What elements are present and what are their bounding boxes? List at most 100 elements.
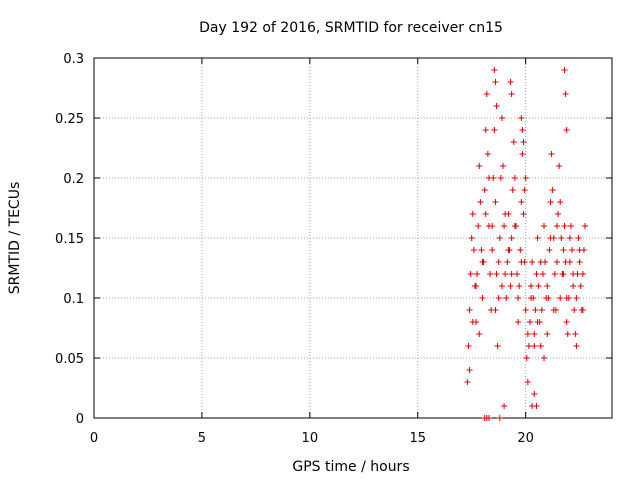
data-point <box>520 139 527 145</box>
data-point <box>535 283 542 289</box>
data-point <box>551 271 558 277</box>
data-point <box>533 403 540 409</box>
data-point <box>485 175 492 181</box>
data-point <box>528 283 535 289</box>
data-point <box>511 175 518 181</box>
data-point <box>528 295 535 301</box>
data-point <box>507 283 514 289</box>
data-point <box>496 235 503 241</box>
data-point <box>574 271 581 277</box>
data-point <box>579 307 586 313</box>
data-point <box>563 319 570 325</box>
data-point <box>566 235 573 241</box>
data-point <box>479 259 486 265</box>
x-axis-title: GPS time / hours <box>292 459 409 475</box>
data-point <box>560 271 567 277</box>
data-point <box>561 67 568 73</box>
data-point <box>475 223 482 229</box>
y-tick-label: 0.15 <box>55 232 84 247</box>
data-point <box>545 295 552 301</box>
data-point <box>547 199 554 205</box>
data-point <box>565 295 572 301</box>
data-point <box>495 259 502 265</box>
data-point <box>571 307 578 313</box>
data-point <box>508 235 515 241</box>
data-point <box>534 235 541 241</box>
data-point <box>519 151 526 157</box>
data-point <box>516 283 523 289</box>
data-point <box>509 187 516 193</box>
x-tick-label: 10 <box>302 431 319 446</box>
data-point <box>566 259 573 265</box>
data-point <box>485 415 492 421</box>
data-point <box>501 223 508 229</box>
data-point <box>538 307 545 313</box>
data-point <box>569 247 576 253</box>
data-point <box>537 259 544 265</box>
data-point <box>546 247 553 253</box>
data-point <box>464 379 471 385</box>
data-point <box>520 211 527 217</box>
data-point <box>481 187 488 193</box>
data-point <box>556 163 563 169</box>
data-point <box>518 199 525 205</box>
data-point <box>495 295 502 301</box>
data-point <box>493 103 500 109</box>
data-point <box>476 163 483 169</box>
data-point <box>508 271 515 277</box>
data-point <box>524 331 531 337</box>
data-point <box>531 343 538 349</box>
data-point <box>564 331 571 337</box>
tick-labels: 0 5 10 15 20 0 0.05 0.1 0.15 0.2 0.25 0.3 <box>55 52 534 446</box>
data-point <box>474 271 481 277</box>
data-point <box>576 259 583 265</box>
data-point <box>469 319 476 325</box>
data-points <box>464 67 589 421</box>
data-point <box>561 223 568 229</box>
data-point <box>525 343 532 349</box>
data-point <box>489 247 496 253</box>
data-point <box>497 175 504 181</box>
data-point <box>522 307 529 313</box>
data-point <box>522 175 529 181</box>
data-point <box>514 271 521 277</box>
data-point <box>573 343 580 349</box>
data-point <box>532 307 539 313</box>
data-point <box>572 331 579 337</box>
data-point <box>582 223 589 229</box>
data-point <box>477 199 484 205</box>
data-point <box>524 379 531 385</box>
data-point <box>496 415 503 421</box>
data-point <box>482 127 489 133</box>
data-point <box>575 235 582 241</box>
grid <box>94 58 612 418</box>
data-point <box>517 247 524 253</box>
data-point <box>570 283 577 289</box>
data-point <box>492 79 499 85</box>
data-point <box>557 199 564 205</box>
data-point <box>515 319 522 325</box>
data-point <box>539 271 546 277</box>
data-point <box>534 319 541 325</box>
data-point <box>492 307 499 313</box>
data-point <box>518 115 525 121</box>
data-point <box>508 91 515 97</box>
data-point <box>467 271 474 277</box>
data-point <box>541 223 548 229</box>
y-tick-label: 0 <box>76 412 84 427</box>
data-point <box>562 91 569 97</box>
x-tick-label: 0 <box>90 431 98 446</box>
data-point <box>500 163 507 169</box>
data-point <box>498 115 505 121</box>
y-tick-label: 0.3 <box>63 52 84 67</box>
x-tick-label: 5 <box>198 431 206 446</box>
data-point <box>491 67 498 73</box>
data-point <box>544 331 551 337</box>
data-point <box>553 223 560 229</box>
y-tick-label: 0.2 <box>63 172 84 187</box>
data-point <box>531 331 538 337</box>
data-point <box>504 259 511 265</box>
data-point <box>466 307 473 313</box>
data-point <box>489 223 496 229</box>
